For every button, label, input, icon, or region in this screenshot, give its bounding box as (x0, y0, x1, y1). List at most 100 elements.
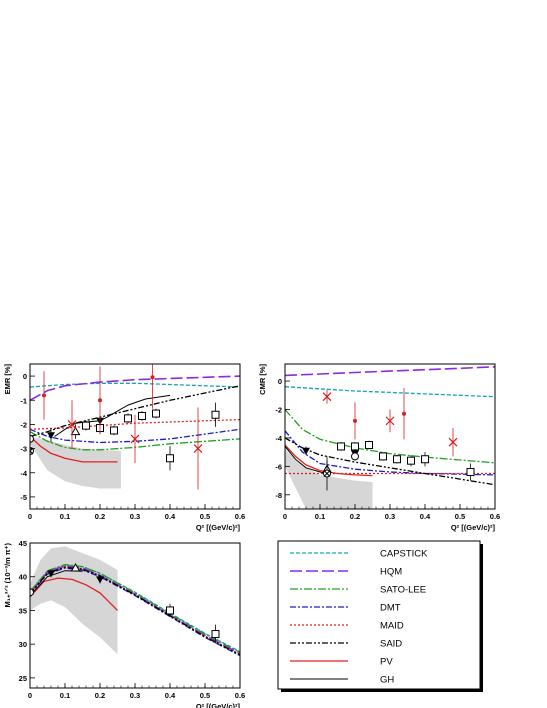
cmr-panel: 0 0.1 0.2 0.3 0.4 0.5 0.6 0 -2 -4 -6 -8 Q² [(GeV/c)²… (258, 363, 500, 532)
legend-label-pv: PV (380, 657, 393, 668)
data-point-square (407, 456, 415, 465)
series-pv-line (30, 577, 118, 611)
x-tick-label: 0.6 (235, 691, 245, 700)
data-point-red-x (67, 419, 77, 429)
data-point-red-x (385, 416, 395, 426)
series-sato-lee-line (30, 431, 240, 451)
x-tick-label: 0.3 (385, 512, 395, 521)
data-point-square (211, 410, 220, 419)
series-pv-line (285, 444, 373, 477)
data-point-square (351, 442, 359, 451)
series-capstick-line (30, 382, 240, 388)
data-point-square (379, 452, 387, 461)
data-point-square (166, 454, 174, 463)
x-tick-label: 0 (28, 691, 32, 700)
data-point-red-x (193, 444, 203, 454)
data-point-square (365, 441, 373, 450)
y-tick-label: -1 (20, 396, 27, 405)
data-point-tri-down (302, 447, 310, 455)
data-point-square (138, 411, 146, 420)
x-tick-label: 0 (283, 512, 287, 521)
data-point-tri-down (47, 432, 55, 440)
y-axis-title: CMR [%] (258, 363, 267, 394)
x-tick-label: 0.1 (315, 512, 325, 521)
y-tick-label: 25 (19, 674, 27, 683)
y-tick-label: 0 (278, 377, 282, 386)
y-tick-label: 40 (19, 573, 27, 582)
plot-area (30, 546, 240, 657)
data-point-red-dot (150, 375, 155, 380)
pv-uncertainty-band (30, 436, 121, 489)
series-hqm-line (285, 366, 495, 377)
x-tick-label: 0.6 (490, 512, 500, 521)
legend-box (277, 540, 481, 690)
y-tick-label: -3 (20, 445, 27, 454)
data-point-square (152, 409, 160, 418)
data-point-square (466, 468, 475, 477)
legend-label-hqm: HQM (380, 567, 402, 578)
x-tick-label: 0.3 (130, 512, 140, 521)
data-point-red-dot (42, 393, 46, 398)
legend-label-sato-lee: SATO-LEE (380, 585, 426, 596)
data-point-square (82, 421, 90, 430)
x-tick-label: 0.2 (350, 512, 360, 521)
data-point-tri-up (70, 562, 81, 572)
y-tick-label: -5 (20, 493, 27, 502)
data-point-square (421, 455, 429, 464)
y-tick-label: 35 (19, 606, 27, 615)
data-point-square (337, 442, 345, 451)
y-tick-label: -8 (275, 491, 282, 500)
y-tick-label: -4 (20, 469, 27, 478)
data-point-red-dot (353, 418, 357, 423)
y-tick-label: -2 (275, 405, 282, 414)
legend-label-capstick: CAPSTICK (380, 549, 428, 560)
data-point-circle-x-cross (30, 447, 34, 455)
legend: CAPSTICK HQM SATO-LEE DMT MAID SAID PV GH (277, 540, 483, 692)
x-axis-title: Q² [(GeV/c)²] (451, 523, 496, 532)
x-axis-title: Q² [(GeV/c)²] (196, 702, 241, 708)
data-point-tri-down (96, 576, 104, 584)
x-tick-label: 0.1 (60, 512, 70, 521)
y-tick-label: 30 (19, 640, 27, 649)
m1plus-panel: 0 0.1 0.2 0.3 0.4 0.5 0.6 25 30 35 40 45 Q² [(GeV/c)… (3, 539, 245, 708)
data-point-circle (351, 452, 359, 461)
y-tick-label: -6 (275, 462, 282, 471)
y-tick-label: -4 (275, 434, 282, 443)
data-point-circle-x (30, 447, 34, 455)
pv-uncertainty-band (285, 449, 373, 509)
pv-uncertainty-band (30, 546, 118, 655)
x-tick-label: 0.4 (420, 512, 431, 521)
series-said-line (285, 437, 495, 486)
x-tick-label: 0.5 (200, 512, 210, 521)
series-hqm-line (30, 375, 240, 401)
x-tick-label: 0.2 (95, 512, 105, 521)
emr-panel: 0 0.1 0.2 0.3 0.4 0.5 0.6 0 -1 -2 -3 -4 -5 Q² [(GeV/c… (3, 363, 245, 532)
x-tick-label: 0.4 (165, 691, 176, 700)
legend-label-dmt: DMT (380, 603, 401, 614)
data-point-tri-down (47, 570, 55, 578)
y-axis-title: EMR [%] (3, 364, 12, 395)
data-point-square (124, 414, 132, 423)
y-tick-label: -2 (20, 420, 27, 429)
x-tick-label: 0.6 (235, 512, 245, 521)
data-point-square (166, 606, 174, 615)
x-tick-label: 0.2 (95, 691, 105, 700)
x-tick-label: 0 (28, 512, 32, 521)
data-point-red-x (448, 437, 458, 447)
data-point-circle-x-cross (323, 470, 331, 477)
series-said-line (30, 385, 240, 438)
data-point-square (393, 455, 401, 464)
legend-label-said: SAID (380, 639, 402, 650)
data-point-square (110, 426, 118, 435)
x-axis-title: Q² [(GeV/c)²] (196, 523, 241, 532)
x-tick-label: 0.5 (455, 512, 465, 521)
series-pv-line (30, 436, 118, 463)
plot-area (30, 364, 240, 490)
data-point-circle (30, 434, 34, 443)
x-tick-label: 0.5 (200, 691, 210, 700)
data-point-red-dot (98, 398, 102, 403)
data-point-red-x (130, 434, 140, 444)
data-point-red-x (322, 392, 332, 402)
y-axis-title: M₁₊³⸍² (10⁻³/m π⁺) (3, 542, 12, 607)
data-point-circle (30, 588, 34, 597)
